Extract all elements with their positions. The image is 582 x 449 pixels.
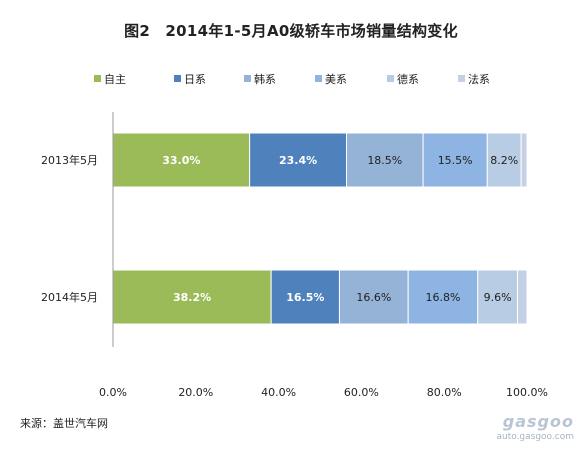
bar-segment <box>249 132 347 188</box>
bar-segment <box>112 269 272 325</box>
data-label: 16.5% <box>286 291 324 304</box>
x-tick-label: 60.0% <box>344 386 379 399</box>
legend-swatch <box>387 75 394 82</box>
legend-label: 韩系 <box>254 72 276 86</box>
legend-swatch <box>94 75 101 82</box>
x-tick-label: 0.0% <box>99 386 127 399</box>
bar-segment <box>486 132 522 188</box>
legend: 自主 日系 韩系 美系 德系 法系 <box>94 72 490 86</box>
watermark-url: auto.gasgoo.com <box>496 432 574 442</box>
legend-label: 德系 <box>397 72 419 86</box>
legend-swatch <box>315 75 322 82</box>
source-note: 来源：盖世汽车网 <box>20 417 108 430</box>
bar-segment <box>516 269 528 325</box>
legend-swatch <box>174 75 181 82</box>
x-axis: 0.0% 20.0% 40.0% 60.0% 80.0% 100.0% <box>99 386 548 399</box>
legend-swatch <box>458 75 465 82</box>
x-tick-label: 80.0% <box>427 386 462 399</box>
data-label: 15.5% <box>438 154 473 167</box>
category-label: 2014年5月 <box>41 290 98 304</box>
data-label: 8.2% <box>490 154 518 167</box>
plot-area: 33.0% 23.4% 18.5% 15.5% 8.2% 38.2% 16.5% 16.6% 1… <box>112 132 528 325</box>
chart-title: 图2 2014年1-5月A0级轿车市场销量结构变化 <box>124 22 458 40</box>
bar-segment <box>520 132 528 188</box>
bar-segment <box>407 269 479 325</box>
data-label: 9.6% <box>484 291 512 304</box>
x-tick-label: 100.0% <box>506 386 548 399</box>
y-axis: 2013年5月 2014年5月 <box>41 112 114 347</box>
bar-segment <box>477 269 518 325</box>
legend-swatch <box>244 75 251 82</box>
watermark: gasgoo auto.gasgoo.com <box>482 412 574 446</box>
bar-segment <box>338 269 409 325</box>
legend-label: 日系 <box>184 73 206 86</box>
legend-label: 自主 <box>104 73 126 86</box>
watermark-logo: gasgoo <box>502 412 574 431</box>
data-label: 33.0% <box>162 154 200 167</box>
data-label: 16.6% <box>356 291 391 304</box>
data-label: 18.5% <box>367 154 402 167</box>
category-label: 2013年5月 <box>41 153 98 167</box>
data-label: 38.2% <box>173 291 211 304</box>
legend-label: 美系 <box>325 73 347 86</box>
x-tick-label: 40.0% <box>261 386 296 399</box>
data-label: 16.8% <box>425 291 460 304</box>
x-tick-label: 20.0% <box>178 386 213 399</box>
bar-segment <box>270 269 340 325</box>
data-label: 23.4% <box>279 154 317 167</box>
legend-label: 法系 <box>468 72 490 86</box>
